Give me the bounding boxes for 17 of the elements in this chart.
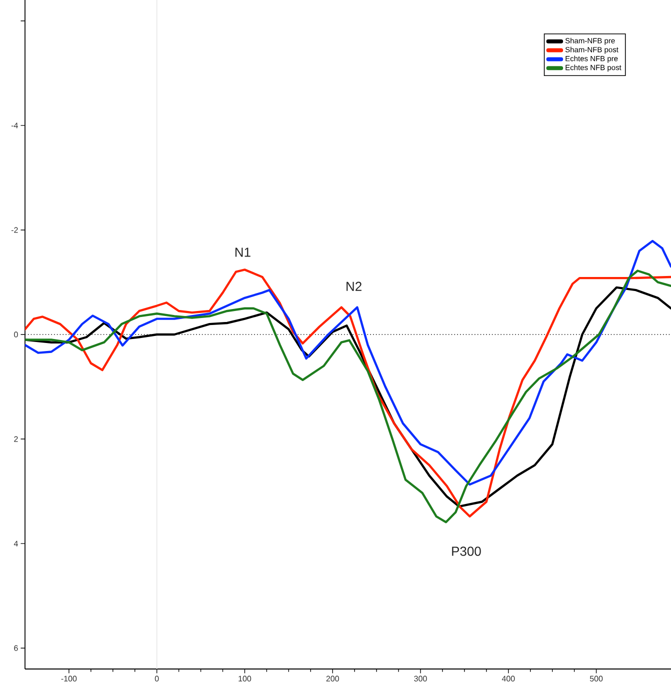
x-tick-label: 400 (502, 676, 515, 682)
y-tick-label: 6 (14, 645, 18, 651)
x-tick-label: 0 (154, 676, 159, 682)
annotation: P300 (452, 546, 481, 556)
y-tick-label: 4 (14, 540, 18, 546)
annotation: N1 (235, 248, 250, 257)
x-tick-label: 500 (590, 676, 603, 682)
y-tick-label: 0 (14, 332, 18, 338)
x-tick-label: -100 (61, 676, 77, 682)
annotation: N2 (346, 282, 362, 291)
y-tick-label: -4 (11, 122, 18, 128)
line-series (25, 240, 671, 486)
y-tick-label: -2 (11, 227, 18, 233)
y-tick-label: 2 (14, 436, 18, 442)
x-tick-label: 200 (326, 676, 339, 682)
x-tick-label: 300 (414, 676, 427, 682)
x-tick-label: 100 (238, 676, 252, 682)
